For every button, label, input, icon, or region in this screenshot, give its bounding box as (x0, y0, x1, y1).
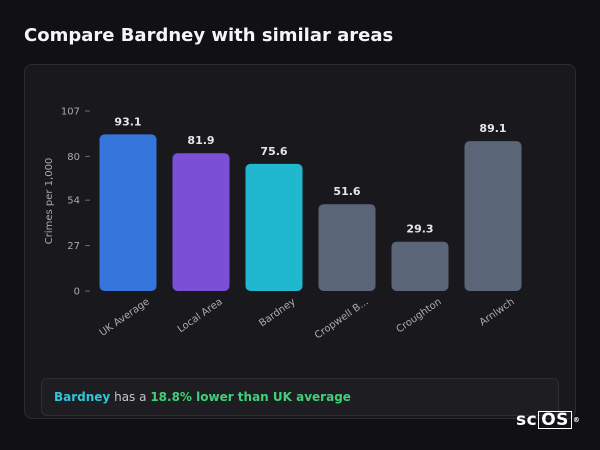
summary-difference: 18.8% lower than UK average (150, 390, 351, 404)
bar (391, 241, 449, 291)
bar (464, 141, 522, 291)
bar-value-label: 81.9 (187, 134, 214, 147)
page-title: Compare Bardney with similar areas (24, 25, 394, 46)
bar-chart: Crimes per 1,000 0 27 54 80 107 93.1 UK Average… (44, 107, 522, 341)
bar-value-label: 89.1 (479, 122, 506, 135)
summary-area-name: Bardney (54, 390, 111, 404)
y-tick-label: 80 (67, 152, 80, 163)
x-tick-label: Cropwell B... (313, 296, 371, 341)
x-tick-label: Arnlwch (478, 296, 517, 328)
bar (245, 163, 303, 291)
x-tick-label: UK Average (98, 296, 152, 338)
scos-logo: sc OS ® (516, 410, 580, 430)
logo-registered-mark: ® (572, 416, 581, 424)
y-tick-label: 107 (61, 107, 80, 118)
x-tick-label: Local Area (176, 296, 225, 335)
bar (318, 204, 376, 291)
bar-value-label: 51.6 (333, 185, 360, 198)
summary-text: has a (114, 390, 147, 404)
x-tick-label: Bardney (257, 296, 298, 329)
logo-boxed: OS (538, 411, 572, 429)
y-tick-label: 0 (74, 287, 80, 298)
x-tick-label: Croughton (394, 296, 443, 335)
y-axis-label: Crimes per 1,000 (44, 158, 55, 245)
bar-value-label: 29.3 (406, 223, 433, 236)
y-tick-label: 27 (67, 241, 80, 252)
bar-value-label: 75.6 (260, 145, 287, 158)
logo-prefix: sc (516, 410, 538, 430)
bar-value-label: 93.1 (114, 115, 141, 128)
y-tick-label: 54 (67, 196, 80, 207)
chart-card: Crimes per 1,000 0 27 54 80 107 93.1 UK Average… (24, 64, 576, 419)
bar (172, 153, 230, 291)
comparison-summary: Bardney has a 18.8% lower than UK averag… (41, 378, 559, 416)
bar (99, 134, 157, 291)
